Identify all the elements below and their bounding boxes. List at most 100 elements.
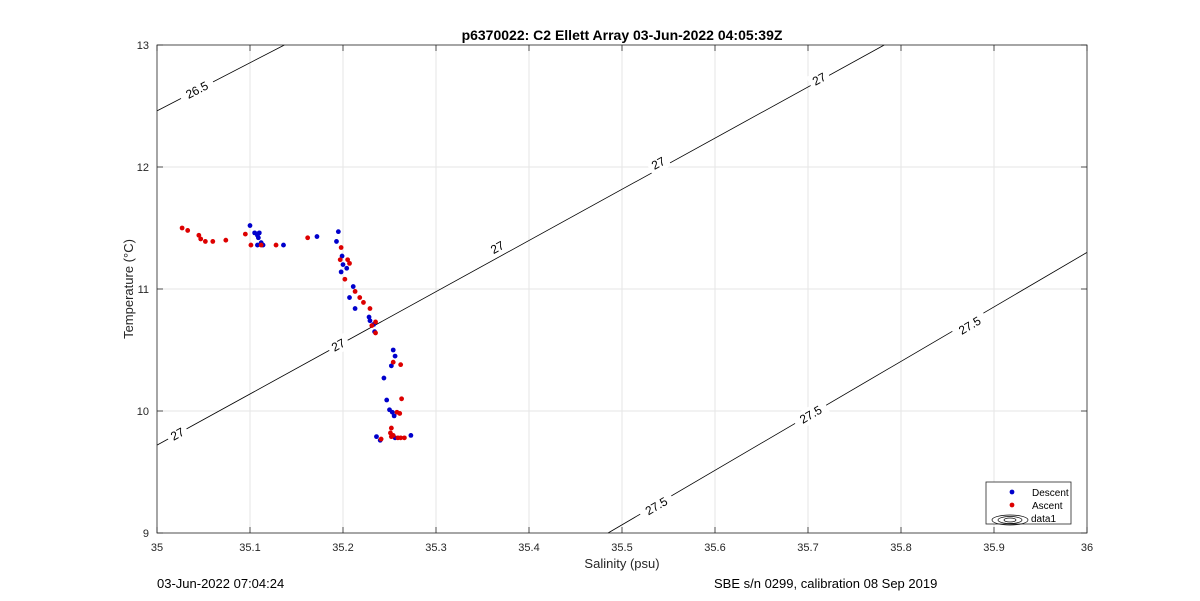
contour-label: 27 — [168, 425, 187, 444]
legend: Descent Ascent data1 — [985, 481, 1072, 526]
y-tick-label: 13 — [137, 40, 149, 52]
x-tick-label: 35.4 — [518, 542, 539, 554]
descent-point — [344, 265, 350, 271]
descent-point — [255, 242, 260, 248]
x-tick-label: 35.5 — [611, 542, 632, 554]
contour-label-bg — [791, 398, 831, 431]
descent-point — [384, 397, 390, 403]
ascent-point — [369, 323, 375, 328]
ascent-point — [390, 359, 396, 365]
descent-point — [352, 306, 358, 311]
descent-point — [374, 434, 379, 440]
contour-label-bg — [177, 74, 217, 106]
legend-box — [985, 481, 1072, 525]
ascent-point — [401, 435, 407, 441]
footer-calibration: SBE s/n 0299, calibration 08 Sep 2019 — [714, 576, 938, 591]
ascent-point — [198, 236, 204, 242]
contour-label-bg — [164, 422, 191, 447]
ascent-point — [347, 260, 352, 266]
ascent-point — [338, 245, 344, 250]
ascent-point — [273, 242, 279, 248]
legend-label: Ascent — [1032, 501, 1063, 512]
legend-contour-icon — [997, 516, 1023, 524]
contour-label: 27 — [649, 154, 668, 173]
ascent-point — [196, 232, 202, 238]
ascent-point — [398, 362, 404, 368]
descent-point — [338, 269, 344, 275]
x-axis-label: Salinity (psu) — [584, 556, 659, 571]
ascent-point — [345, 257, 351, 263]
ascent-point — [179, 225, 185, 231]
ascent-point — [202, 239, 208, 244]
descent-point — [392, 353, 398, 359]
chart-title: p6370022: C2 Ellett Array 03-Jun-2022 04… — [462, 27, 783, 43]
ascent-point — [242, 231, 248, 237]
ascent-point — [223, 237, 229, 243]
legend-marker-descent — [1009, 489, 1015, 495]
legend-label: Descent — [1032, 488, 1069, 499]
contour-label-bg — [636, 490, 676, 523]
contour-label: 27 — [810, 70, 829, 89]
y-tick-label: 9 — [143, 528, 149, 540]
ascent-point — [397, 411, 403, 416]
ascent-point — [399, 396, 404, 402]
ascent-point — [342, 276, 348, 282]
ascent-point — [373, 319, 378, 325]
descent-point — [366, 314, 372, 320]
x-tick-label: 35.7 — [797, 542, 818, 554]
y-axis-label: Temperature (°C) — [121, 239, 136, 339]
descent-point — [256, 230, 262, 236]
descent-point — [339, 253, 345, 259]
ascent-point — [388, 425, 394, 431]
x-tick-label: 35.9 — [983, 542, 1004, 554]
x-tick-label: 35.3 — [425, 542, 446, 554]
descent-point — [340, 262, 346, 267]
descent-point — [367, 318, 373, 324]
x-tick-label: 35.1 — [239, 542, 260, 554]
grid-lines — [156, 44, 1088, 534]
ascent-point — [185, 228, 191, 233]
descent-point — [347, 295, 352, 300]
ascent-point — [398, 435, 404, 441]
ascent-point — [367, 306, 373, 311]
ascent-point — [378, 436, 384, 442]
ascent-point — [352, 289, 358, 294]
ascent-point — [258, 242, 264, 248]
x-tick-label: 36 — [1081, 542, 1093, 554]
legend-contour-icon — [991, 514, 1029, 526]
data-points — [179, 223, 414, 443]
y-tick-label: 12 — [137, 162, 149, 174]
ascent-point — [373, 330, 378, 336]
x-tick-label: 35.6 — [704, 542, 725, 554]
y-tick-label: 10 — [137, 406, 149, 418]
y-tick-label: 11 — [138, 284, 149, 296]
contour-label-bg — [806, 67, 833, 92]
contour-label: 27 — [329, 336, 348, 355]
contour-label-bg — [325, 333, 352, 358]
descent-point — [381, 375, 387, 381]
x-tick-label: 35 — [151, 542, 163, 554]
ascent-point — [305, 235, 311, 241]
ascent-point — [210, 239, 216, 244]
ascent-point — [248, 242, 254, 248]
legend-label: data1 — [1031, 514, 1056, 525]
x-tick-label: 35.2 — [332, 542, 353, 554]
descent-point — [255, 235, 261, 241]
descent-point — [335, 229, 341, 235]
footer-timestamp: 03-Jun-2022 07:04:24 — [157, 576, 285, 591]
descent-point — [314, 234, 320, 239]
contour-line-27.5 — [607, 252, 1088, 534]
descent-point — [389, 409, 395, 415]
descent-point — [390, 347, 396, 353]
contour-label: 27 — [488, 238, 507, 257]
contour-label-bg — [950, 309, 990, 342]
legend-contour-icon — [1003, 517, 1017, 523]
ascent-point — [361, 300, 366, 305]
descent-point — [350, 284, 356, 289]
ascent-point — [337, 257, 343, 263]
x-tick-label: 35.8 — [890, 542, 911, 554]
descent-point — [334, 239, 339, 244]
descent-point — [391, 413, 397, 419]
contour-line-27 — [156, 44, 885, 446]
